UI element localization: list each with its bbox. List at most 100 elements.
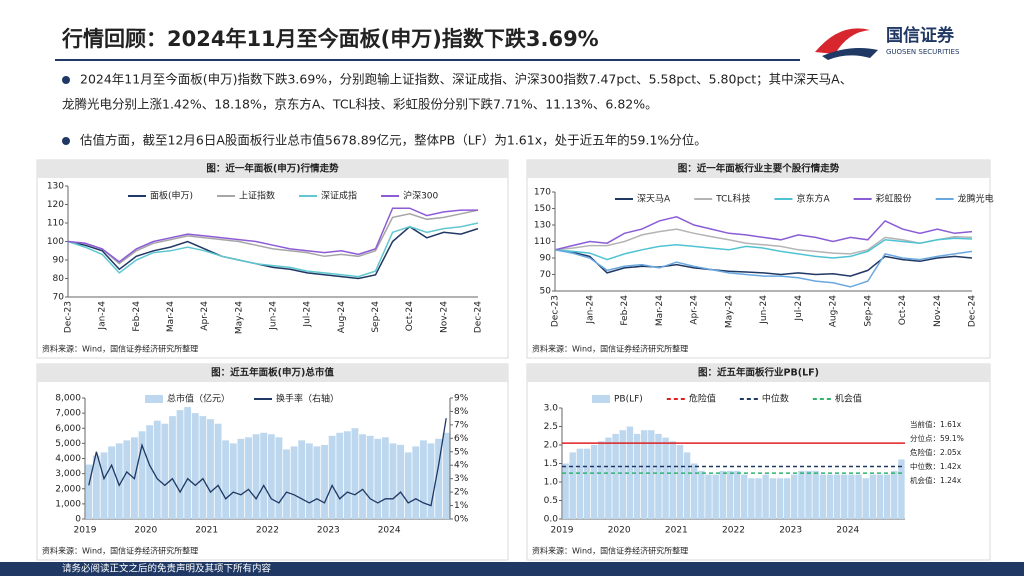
bar <box>366 435 374 519</box>
y-tick-label: 110 <box>47 219 64 229</box>
bar <box>719 470 726 519</box>
bullet-text: 2024年11月至今面板(申万)指数下跌3.69%，分别跑输上证指数、深证成指、… <box>80 72 852 87</box>
bar <box>633 433 641 519</box>
y-tick-label: 130 <box>534 221 551 231</box>
y-tick-label: 130 <box>47 182 64 192</box>
panel-title-band <box>37 160 508 178</box>
legend-label: 总市值（亿元） <box>167 393 230 405</box>
legend-label: 京东方A <box>796 193 830 205</box>
bar <box>698 470 705 519</box>
legend-label: 危险值 <box>689 393 716 405</box>
y-tick-label: 7,000 <box>55 409 81 419</box>
bar <box>176 410 184 519</box>
bar <box>245 437 252 519</box>
bar <box>748 478 755 519</box>
bar <box>404 452 412 519</box>
bar <box>313 446 321 519</box>
legend-swatch <box>592 395 610 403</box>
y-tick-label: 1.0 <box>544 478 559 488</box>
source: 资料来源：Wind，国信证券经济研究所整理 <box>532 546 688 556</box>
bullet-text: 估值方面，截至12月6日A股面板行业总市值5678.89亿元，整体PB（LF）为… <box>80 133 707 148</box>
x-tick-label: Feb-24 <box>620 295 630 326</box>
legend-label: 深证成指 <box>321 190 357 202</box>
line-series <box>554 249 973 277</box>
x-tick-label: Dec-24 <box>474 301 484 333</box>
x-tick-label: 2021 <box>665 526 688 536</box>
line-series <box>554 249 973 288</box>
panel-title: 图：近五年面板(申万)总市值 <box>211 367 334 379</box>
bar <box>590 445 598 519</box>
source: 资料来源：Wind，国信证券经济研究所整理 <box>42 344 198 354</box>
bar <box>328 435 336 519</box>
y2-tick-label: 3% <box>454 474 469 484</box>
y2-tick-label: 4% <box>454 461 469 471</box>
bar <box>891 470 898 519</box>
x-tick-label: 2024 <box>378 526 401 536</box>
x-tick-label: Jun-24 <box>759 295 769 325</box>
bar <box>648 430 655 519</box>
line-series <box>67 207 478 263</box>
y-tick-label: 90 <box>540 254 552 264</box>
bar <box>705 474 712 519</box>
x-tick-label: 2020 <box>134 526 157 536</box>
bar <box>374 438 382 519</box>
bar <box>199 416 207 519</box>
x-tick-label: 2021 <box>195 526 218 536</box>
footer-bar <box>0 562 1024 576</box>
annotation: 危险值：2.05x <box>910 447 962 457</box>
bar <box>138 431 146 519</box>
panel-title-band <box>37 364 508 382</box>
bar <box>397 444 404 519</box>
y-tick-label: 2.5 <box>544 422 558 432</box>
bar <box>583 448 591 519</box>
bar <box>726 470 734 519</box>
y-tick-label: 1.5 <box>544 459 558 469</box>
legend-label: TCL科技 <box>715 193 750 205</box>
y-tick-label: 80 <box>53 274 65 284</box>
bar <box>841 474 848 519</box>
bar <box>85 464 93 519</box>
bar <box>222 440 230 519</box>
y-tick-label: 170 <box>534 188 551 198</box>
y-tick-label: 0 <box>75 515 81 525</box>
y-tick-label: 150 <box>534 204 551 214</box>
x-tick-label: 2023 <box>317 526 340 536</box>
bar <box>229 443 237 519</box>
annotation: 当前值：1.61x <box>910 419 962 429</box>
y2-tick-label: 5% <box>454 447 469 457</box>
line-series <box>88 418 447 507</box>
bar <box>191 413 199 519</box>
bar <box>153 420 161 519</box>
legend-label: 机会值 <box>835 393 862 405</box>
x-tick-label: Feb-24 <box>132 301 142 332</box>
y-tick-label: 5,000 <box>55 439 81 449</box>
bar <box>351 428 359 519</box>
bar <box>619 430 626 519</box>
bar <box>848 474 855 519</box>
legend-label: 沪深300 <box>403 190 438 202</box>
bar <box>862 478 869 519</box>
legend-label: 彩虹股份 <box>876 193 912 205</box>
y2-tick-label: 2% <box>454 488 469 498</box>
bullet-dot <box>62 76 70 84</box>
bar <box>115 443 123 519</box>
y2-tick-label: 9% <box>454 394 469 404</box>
x-tick-label: 2023 <box>779 526 802 536</box>
annotation: 中位数：1.42x <box>910 461 962 471</box>
panel-title: 图：近一年面板(申万)行情走势 <box>206 163 339 175</box>
bar <box>290 446 298 519</box>
line-series <box>67 209 479 265</box>
bar <box>419 440 427 519</box>
bullet-text: 龙腾光电分别上涨1.42%、18.18%，京东方A、TCL科技、彩虹股份分别下跌… <box>62 97 658 112</box>
x-tick-label: Apr-24 <box>690 295 700 325</box>
x-tick-label: Oct-24 <box>898 295 908 326</box>
bar <box>783 478 791 519</box>
annotation: 分位点：59.1% <box>910 433 964 443</box>
bar <box>876 474 884 519</box>
bar <box>214 423 222 519</box>
bar <box>298 440 306 519</box>
bar <box>741 474 748 519</box>
bar <box>662 437 669 519</box>
bar <box>237 438 245 519</box>
x-tick-label: Apr-24 <box>200 301 210 331</box>
